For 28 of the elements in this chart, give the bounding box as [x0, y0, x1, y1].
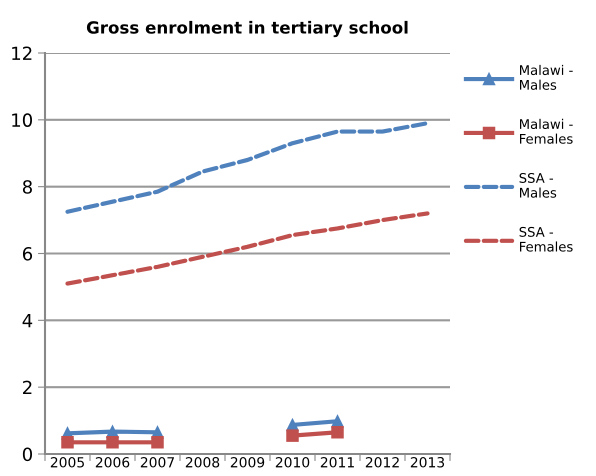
y-tick-label: 8: [22, 180, 32, 194]
x-tick-label: 2012: [366, 457, 399, 468]
point: [61, 436, 74, 449]
legend-label: Malawi - Males: [520, 64, 573, 90]
y-tick-label: 2: [23, 380, 32, 394]
line-series: [65, 121, 430, 214]
y-tick-label: 4: [22, 314, 32, 328]
x-tick-label: 2013: [410, 457, 444, 468]
chart-title: Gross enrolment in tertiary school: [86, 20, 408, 38]
point: [151, 436, 164, 449]
legend-label: SSA - Males: [520, 172, 556, 198]
y-tick-label: 12: [12, 46, 32, 60]
x-tick-label: 2008: [186, 457, 220, 468]
line-series: [65, 211, 430, 286]
legend-label: SSA - Females: [520, 226, 573, 252]
x-tick-label: 2010: [276, 457, 310, 468]
x-tick-label: 2011: [320, 457, 354, 468]
y-tick-label: 6: [22, 246, 32, 261]
x-tick-label: 2005: [50, 457, 84, 468]
y-tick-label: 0: [22, 447, 32, 462]
point: [106, 436, 119, 449]
legend-label: Malawi - Females: [520, 118, 573, 144]
x-tick-label: 2006: [96, 457, 130, 468]
y-tick-label: 10: [12, 113, 32, 127]
x-tick-label: 2007: [140, 457, 174, 468]
x-tick-label: 2009: [230, 457, 264, 468]
point: [331, 426, 344, 439]
point: [286, 429, 299, 442]
